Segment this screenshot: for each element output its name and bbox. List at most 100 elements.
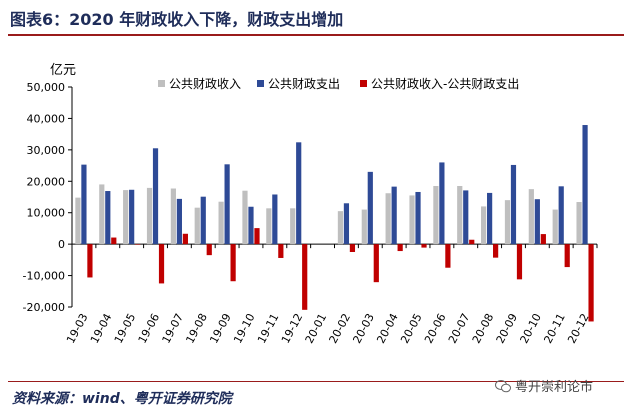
- bar-balance: [135, 244, 141, 245]
- bar-balance: [87, 244, 93, 278]
- legend-swatch: [360, 80, 367, 87]
- wechat-icon: [495, 379, 511, 392]
- y-tick-label: 30,000: [27, 144, 66, 157]
- watermark-text: 粤开崇利论市: [515, 380, 594, 395]
- x-tick-label: 19-08: [183, 311, 209, 345]
- bar-expenditure: [391, 186, 397, 245]
- bar-revenue: [457, 186, 463, 245]
- bar-revenue: [218, 201, 224, 245]
- bar-chart: 50,000 40,000 30,000 20,000 10,000 0 -10,000 -2…: [23, 77, 598, 346]
- bar-balance: [278, 244, 284, 258]
- bar-balance: [516, 244, 523, 280]
- bar-balance: [206, 244, 212, 256]
- bar-expenditure: [176, 198, 182, 245]
- x-tick-label: 20-01: [303, 311, 329, 345]
- bar-expenditure: [343, 203, 350, 245]
- bar-balance: [397, 244, 403, 252]
- bar-balance: [564, 244, 570, 268]
- bar-revenue: [123, 190, 129, 245]
- bar-revenue: [170, 188, 176, 245]
- legend-label: 公共财政收入: [169, 77, 241, 91]
- bar-revenue: [242, 190, 248, 245]
- x-tick-label: 20-05: [398, 311, 424, 345]
- bar-expenditure: [487, 192, 493, 245]
- source-note: 资料来源：wind、粤开证券研究院: [12, 391, 232, 407]
- bar-balance: [302, 244, 308, 310]
- bar-expenditure: [129, 189, 135, 245]
- bar-expenditure: [558, 186, 564, 245]
- x-tick-label: 19-10: [231, 311, 257, 345]
- bar-revenue: [99, 184, 105, 245]
- bar-balance: [469, 239, 475, 245]
- x-tick-label: 19-09: [207, 311, 233, 345]
- bar-expenditure: [105, 191, 111, 245]
- y-tick-label: 50,000: [27, 81, 66, 94]
- bar-expenditure: [224, 164, 230, 245]
- x-tick-label: 20-10: [518, 311, 544, 345]
- bar-revenue: [433, 186, 439, 245]
- watermark: 粤开崇利论市: [495, 376, 593, 395]
- legend-swatch: [158, 80, 165, 87]
- y-tick-label: 0: [58, 238, 65, 251]
- y-tick-label: -10,000: [23, 270, 65, 283]
- bar-balance: [111, 237, 117, 245]
- title-divider: [8, 34, 624, 36]
- bar-balance: [182, 233, 188, 245]
- bar-revenue: [75, 197, 81, 245]
- x-tick-label: 20-03: [350, 311, 376, 345]
- bar-revenue: [552, 209, 558, 245]
- bar-expenditure: [248, 206, 254, 245]
- bar-revenue: [385, 193, 391, 245]
- bar-expenditure: [81, 164, 87, 245]
- x-tick-label: 19-12: [279, 311, 305, 345]
- x-tick-label: 19-07: [160, 311, 186, 345]
- bar-expenditure: [415, 191, 421, 245]
- bar-expenditure: [200, 196, 206, 245]
- bar-balance: [421, 244, 427, 248]
- x-tick-label: 20-07: [446, 311, 472, 345]
- bar-revenue: [576, 202, 582, 245]
- y-tick-label: 10,000: [27, 207, 66, 220]
- bar-revenue: [409, 195, 415, 245]
- bar-expenditure: [463, 190, 469, 245]
- bar-expenditure: [439, 162, 445, 245]
- bar-expenditure: [510, 164, 517, 245]
- x-tick-label: 20-06: [422, 311, 448, 345]
- x-tick-label: 20-12: [565, 311, 591, 345]
- bar-expenditure: [152, 148, 159, 245]
- bar-expenditure: [582, 125, 588, 245]
- bar-balance: [373, 244, 379, 283]
- bar-revenue: [194, 207, 200, 245]
- bar-balance: [540, 234, 546, 245]
- x-tick-label: 19-11: [255, 311, 281, 345]
- bar-expenditure: [272, 194, 278, 245]
- bar-balance: [158, 244, 165, 284]
- bar-revenue: [504, 200, 511, 245]
- bar-balance: [254, 228, 260, 245]
- y-tick-label: 40,000: [27, 112, 66, 125]
- bar-revenue: [146, 187, 153, 245]
- legend-label: 公共财政收入-公共财政支出: [371, 77, 519, 91]
- footer-divider: [8, 381, 624, 382]
- x-tick-label: 19-03: [64, 311, 90, 345]
- bar-expenditure: [534, 199, 540, 245]
- bar-revenue: [528, 189, 534, 245]
- x-tick-label: 19-04: [88, 311, 114, 345]
- x-tick-label: 20-04: [374, 311, 400, 345]
- bar-balance: [493, 244, 499, 258]
- y-tick-label: -20,000: [23, 301, 65, 314]
- bar-revenue: [266, 208, 272, 245]
- chart-title: 图表6：2020 年财政收入下降，财政支出增加: [10, 10, 344, 29]
- bar-revenue: [481, 206, 487, 245]
- bar-balance: [349, 244, 356, 252]
- bar-revenue: [290, 208, 296, 245]
- bar-balance: [445, 244, 451, 268]
- bar-revenue: [361, 209, 367, 245]
- bar-expenditure: [367, 171, 373, 245]
- x-tick-label: 19-05: [112, 311, 138, 345]
- x-tick-label: 19-06: [136, 311, 162, 345]
- x-tick-label: 20-02: [327, 311, 353, 345]
- x-tick-label: 20-08: [470, 311, 496, 345]
- bar-balance: [230, 244, 236, 282]
- x-tick-label: 20-11: [541, 311, 567, 345]
